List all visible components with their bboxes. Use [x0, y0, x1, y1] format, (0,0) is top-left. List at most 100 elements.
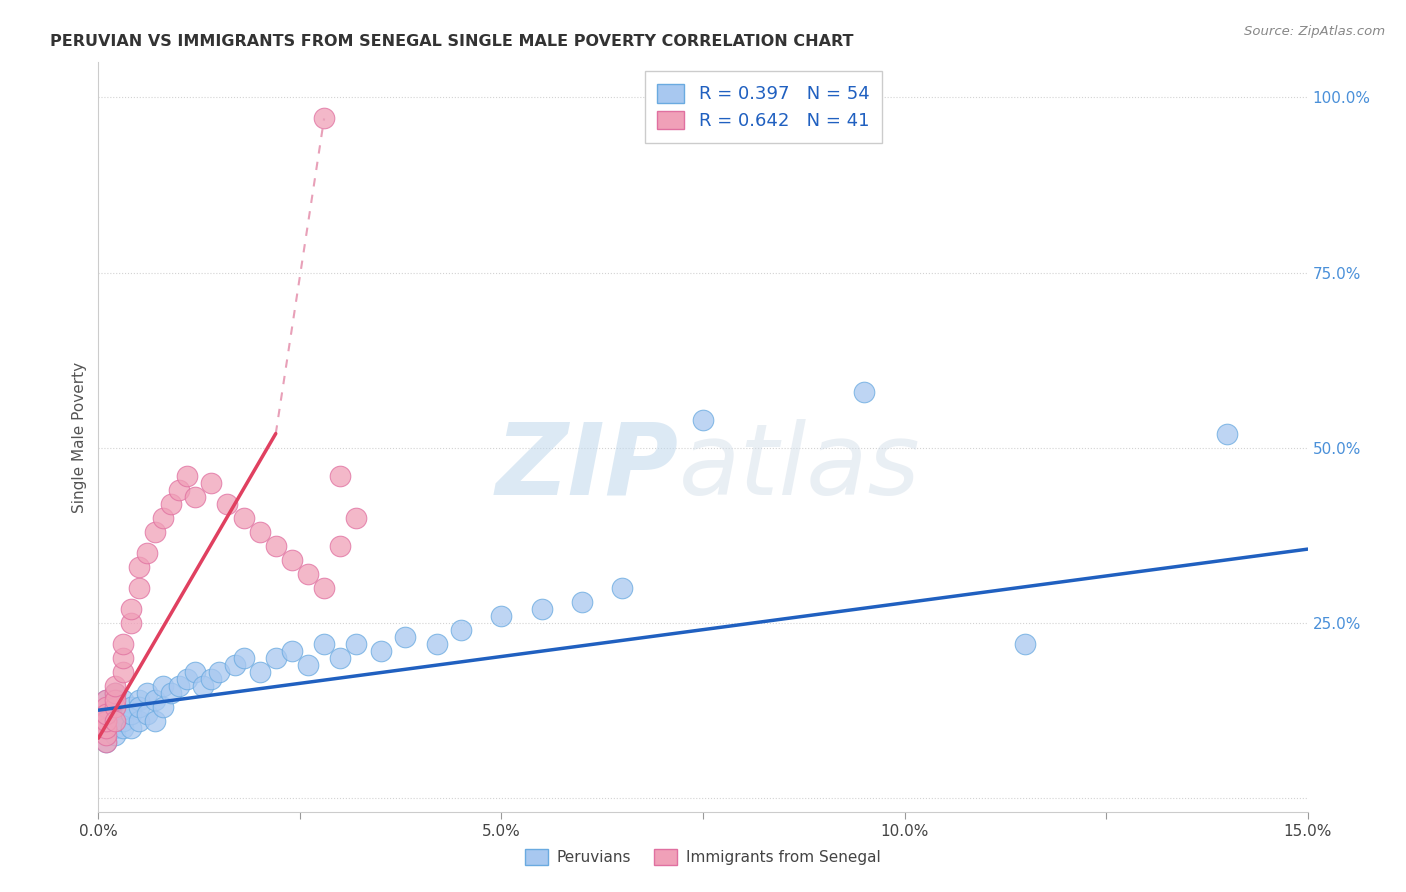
Point: [160, 686, 183, 700]
Point: [853, 384, 876, 399]
Point: [120, 615, 142, 630]
Point: [103, 679, 125, 693]
Point: [96, 714, 118, 728]
Point: [184, 490, 207, 504]
Text: atlas: atlas: [679, 418, 921, 516]
Point: [612, 581, 634, 595]
Point: [96, 706, 118, 721]
Text: ZIP: ZIP: [496, 418, 679, 516]
Point: [111, 721, 134, 735]
Point: [232, 650, 254, 665]
Point: [264, 650, 287, 665]
Point: [297, 566, 319, 581]
Point: [344, 510, 367, 524]
Point: [96, 706, 118, 721]
Point: [96, 728, 118, 742]
Point: [344, 637, 367, 651]
Point: [281, 552, 304, 566]
Point: [120, 699, 142, 714]
Point: [167, 679, 190, 693]
Point: [152, 699, 174, 714]
Point: [249, 524, 271, 539]
Point: [135, 706, 157, 721]
Point: [96, 714, 118, 728]
Point: [96, 734, 118, 748]
Point: [1014, 637, 1036, 651]
Point: [692, 412, 714, 426]
Point: [314, 637, 336, 651]
Point: [128, 714, 150, 728]
Point: [128, 692, 150, 706]
Point: [314, 581, 336, 595]
Point: [111, 637, 134, 651]
Point: [96, 692, 118, 706]
Point: [96, 706, 118, 721]
Point: [103, 714, 125, 728]
Point: [167, 483, 190, 497]
Point: [176, 672, 198, 686]
Point: [96, 721, 118, 735]
Point: [103, 699, 125, 714]
Point: [329, 539, 352, 553]
Point: [426, 637, 449, 651]
Y-axis label: Single Male Poverty: Single Male Poverty: [72, 361, 87, 513]
Point: [128, 699, 150, 714]
Point: [491, 608, 513, 623]
Text: PERUVIAN VS IMMIGRANTS FROM SENEGAL SINGLE MALE POVERTY CORRELATION CHART: PERUVIAN VS IMMIGRANTS FROM SENEGAL SING…: [51, 34, 853, 49]
Point: [184, 665, 207, 679]
Point: [314, 112, 336, 126]
Point: [128, 581, 150, 595]
Point: [96, 692, 118, 706]
Point: [96, 734, 118, 748]
Point: [96, 699, 118, 714]
Point: [450, 623, 472, 637]
Point: [103, 686, 125, 700]
Point: [530, 601, 553, 615]
Point: [329, 468, 352, 483]
Point: [281, 643, 304, 657]
Legend: Peruvians, Immigrants from Senegal: Peruvians, Immigrants from Senegal: [519, 843, 887, 871]
Point: [103, 728, 125, 742]
Point: [143, 692, 166, 706]
Point: [160, 497, 183, 511]
Point: [120, 706, 142, 721]
Point: [120, 721, 142, 735]
Point: [1216, 426, 1239, 441]
Point: [208, 665, 231, 679]
Point: [143, 524, 166, 539]
Point: [96, 721, 118, 735]
Point: [200, 475, 222, 490]
Point: [103, 692, 125, 706]
Point: [103, 721, 125, 735]
Point: [370, 643, 392, 657]
Point: [111, 692, 134, 706]
Point: [200, 672, 222, 686]
Point: [103, 714, 125, 728]
Point: [232, 510, 254, 524]
Point: [135, 686, 157, 700]
Point: [329, 650, 352, 665]
Text: Source: ZipAtlas.com: Source: ZipAtlas.com: [1244, 25, 1385, 38]
Point: [297, 657, 319, 672]
Point: [111, 714, 134, 728]
Point: [152, 679, 174, 693]
Point: [96, 721, 118, 735]
Point: [128, 559, 150, 574]
Point: [176, 468, 198, 483]
Point: [103, 686, 125, 700]
Point: [120, 601, 142, 615]
Point: [111, 650, 134, 665]
Point: [111, 665, 134, 679]
Point: [143, 714, 166, 728]
Point: [217, 497, 239, 511]
Point: [224, 657, 246, 672]
Point: [135, 546, 157, 560]
Point: [571, 594, 593, 608]
Point: [152, 510, 174, 524]
Point: [249, 665, 271, 679]
Point: [111, 706, 134, 721]
Point: [193, 679, 215, 693]
Point: [394, 630, 416, 644]
Point: [264, 539, 287, 553]
Point: [103, 699, 125, 714]
